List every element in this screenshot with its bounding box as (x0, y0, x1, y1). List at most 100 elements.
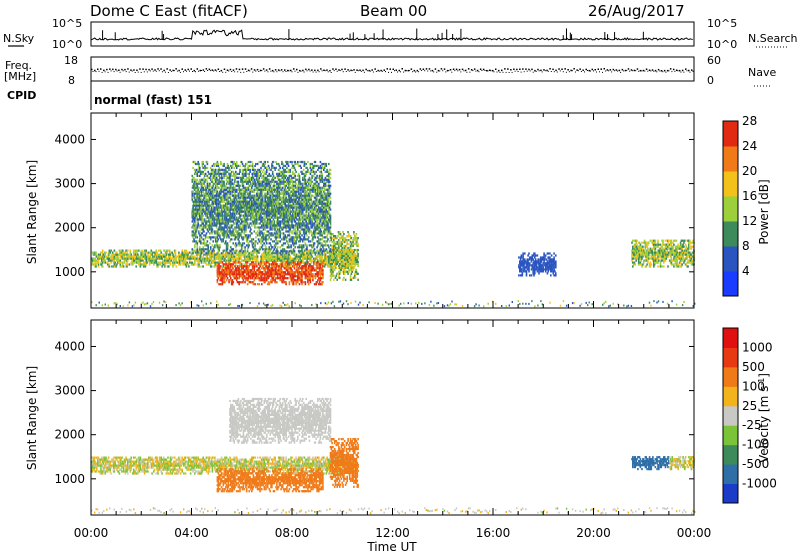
power-echo-cell (249, 259, 251, 262)
power-echo-cell (292, 259, 295, 262)
power-echo-cell (241, 196, 244, 199)
power-echo-cell (192, 200, 194, 203)
nave-tick-bottom: 0 (707, 74, 714, 87)
power-echo-cell (208, 210, 210, 213)
freq-point (573, 68, 575, 70)
power-echo-cell (218, 265, 220, 268)
nave-point (683, 71, 685, 73)
power-echo-cell (92, 263, 95, 266)
power-echo-cell (206, 240, 209, 243)
freq-point (344, 68, 346, 70)
power-echo-cell (345, 244, 348, 248)
power-echo-cell (286, 253, 288, 256)
power-echo-cell (342, 266, 344, 269)
freq-point (498, 69, 500, 72)
power-echo-cell (249, 168, 251, 171)
power-echo-cell (143, 263, 146, 266)
power-echo-cell (221, 178, 224, 181)
power-echo-cell (248, 210, 250, 213)
power-echo-cell (212, 168, 214, 171)
power-echo-cell (224, 255, 226, 258)
power-echo-cell (219, 212, 221, 215)
power-echo-cell (220, 204, 222, 207)
power-echo-cell (235, 275, 238, 278)
power-echo-cell (208, 212, 210, 215)
power-echo-cell (255, 174, 257, 177)
power-echo-cell (322, 269, 324, 272)
power-echo-cell (349, 240, 352, 244)
power-echo-cell (272, 255, 275, 258)
power-echo-cell (261, 279, 264, 282)
power-echo-cell (324, 249, 327, 252)
power-echo-cell (281, 273, 284, 276)
nave-point (107, 71, 109, 73)
power-echo-cell (281, 257, 284, 260)
power-echo-cell (241, 204, 244, 207)
freq-point (256, 68, 259, 71)
power-echo-cell (245, 188, 248, 191)
nave-point (134, 72, 136, 73)
power-echo-cell (107, 251, 110, 254)
freq-point (287, 69, 289, 72)
power-echo-cell (224, 281, 226, 284)
power-echo-cell (276, 263, 278, 266)
power-echo-cell (300, 259, 302, 262)
power-echo-cell (224, 170, 226, 173)
power-echo-cell (343, 276, 345, 279)
power-echo-cell (233, 196, 235, 199)
power-echo-cell (197, 220, 199, 223)
power-echo-cell (225, 194, 227, 197)
nave-point (369, 70, 371, 72)
power-echo-cell (214, 202, 217, 205)
power-echo-cell (223, 218, 225, 221)
power-echo-cell (290, 271, 292, 274)
power-echo-cell (309, 279, 312, 282)
nsearch-tick-top: 10^5 (707, 17, 737, 30)
power-echo-cell (352, 239, 354, 242)
power-echo-cell (192, 234, 194, 237)
power-echo-cell (213, 174, 215, 177)
power-echo-cell (240, 267, 243, 270)
power-echo-cell (235, 166, 238, 169)
power-echo-cell (319, 259, 322, 262)
power-echo-cell (141, 257, 143, 260)
nave-point (436, 71, 438, 73)
nave-point (198, 70, 199, 72)
power-echo-cell (354, 268, 357, 271)
power-echo-cell (255, 212, 257, 215)
power-echo-cell (308, 269, 311, 272)
power-echo-cell (133, 261, 136, 264)
power-echo-cell (318, 271, 321, 274)
power-echo-cell (209, 172, 212, 175)
nsky-trace (90, 28, 693, 41)
power-echo-cell (282, 265, 285, 268)
power-echo-cell (147, 253, 149, 256)
power-echo-cell (178, 261, 181, 264)
power-echo-cell (261, 253, 264, 256)
power-echo-cell (354, 260, 356, 263)
power-echo-cell (248, 178, 250, 181)
power-echo-cell (286, 263, 288, 266)
power-echo-cell (162, 259, 164, 262)
power-echo-cell (101, 259, 103, 262)
power-echo-cell (221, 196, 224, 199)
freq-tick-top: 18 (64, 54, 78, 67)
power-echo-cell (200, 190, 203, 193)
power-echo-cell (256, 188, 259, 191)
power-echo-cell (245, 186, 248, 189)
power-echo-cell (245, 226, 247, 229)
power-echo-cell (289, 269, 292, 272)
power-echo-cell (247, 273, 250, 276)
power-echo-cell (241, 218, 244, 221)
power-echo-cell (278, 265, 281, 268)
power-echo-cell (249, 170, 251, 173)
power-echo-cell (203, 250, 205, 253)
power-echo-cell (137, 253, 139, 256)
power-echo-cell (223, 228, 225, 231)
power-echo-cell (235, 164, 237, 167)
power-echo-cell (229, 279, 231, 282)
power-echo-cell (245, 174, 247, 177)
power-echo-cell (255, 194, 257, 197)
power-echo-cell (202, 228, 204, 231)
nave-point (514, 70, 516, 72)
